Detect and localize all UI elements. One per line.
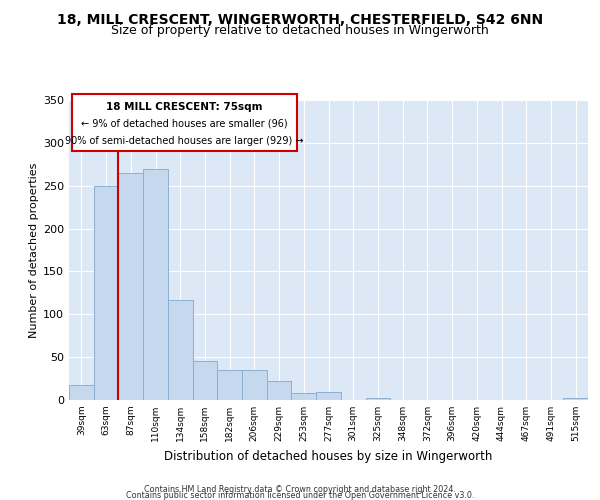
Text: ← 9% of detached houses are smaller (96): ← 9% of detached houses are smaller (96) [81,118,288,128]
Bar [267,381,292,400]
Y-axis label: Number of detached properties: Number of detached properties [29,162,39,338]
Text: 90% of semi-detached houses are larger (929) →: 90% of semi-detached houses are larger (… [65,136,304,145]
Bar [217,370,242,400]
Bar [143,168,168,400]
Bar [94,186,118,400]
Bar [193,362,217,400]
Text: 18 MILL CRESCENT: 75sqm: 18 MILL CRESCENT: 75sqm [106,102,263,112]
Bar [69,386,94,400]
Bar [168,300,193,400]
Bar [242,370,267,400]
Text: Contains HM Land Registry data © Crown copyright and database right 2024.: Contains HM Land Registry data © Crown c… [144,485,456,494]
Text: Size of property relative to detached houses in Wingerworth: Size of property relative to detached ho… [111,24,489,37]
Bar [292,393,316,400]
Text: 18, MILL CRESCENT, WINGERWORTH, CHESTERFIELD, S42 6NN: 18, MILL CRESCENT, WINGERWORTH, CHESTERF… [57,12,543,26]
Bar [316,392,341,400]
Bar [365,398,390,400]
Bar [563,398,588,400]
X-axis label: Distribution of detached houses by size in Wingerworth: Distribution of detached houses by size … [164,450,493,462]
Text: Contains public sector information licensed under the Open Government Licence v3: Contains public sector information licen… [126,491,474,500]
Bar [118,173,143,400]
